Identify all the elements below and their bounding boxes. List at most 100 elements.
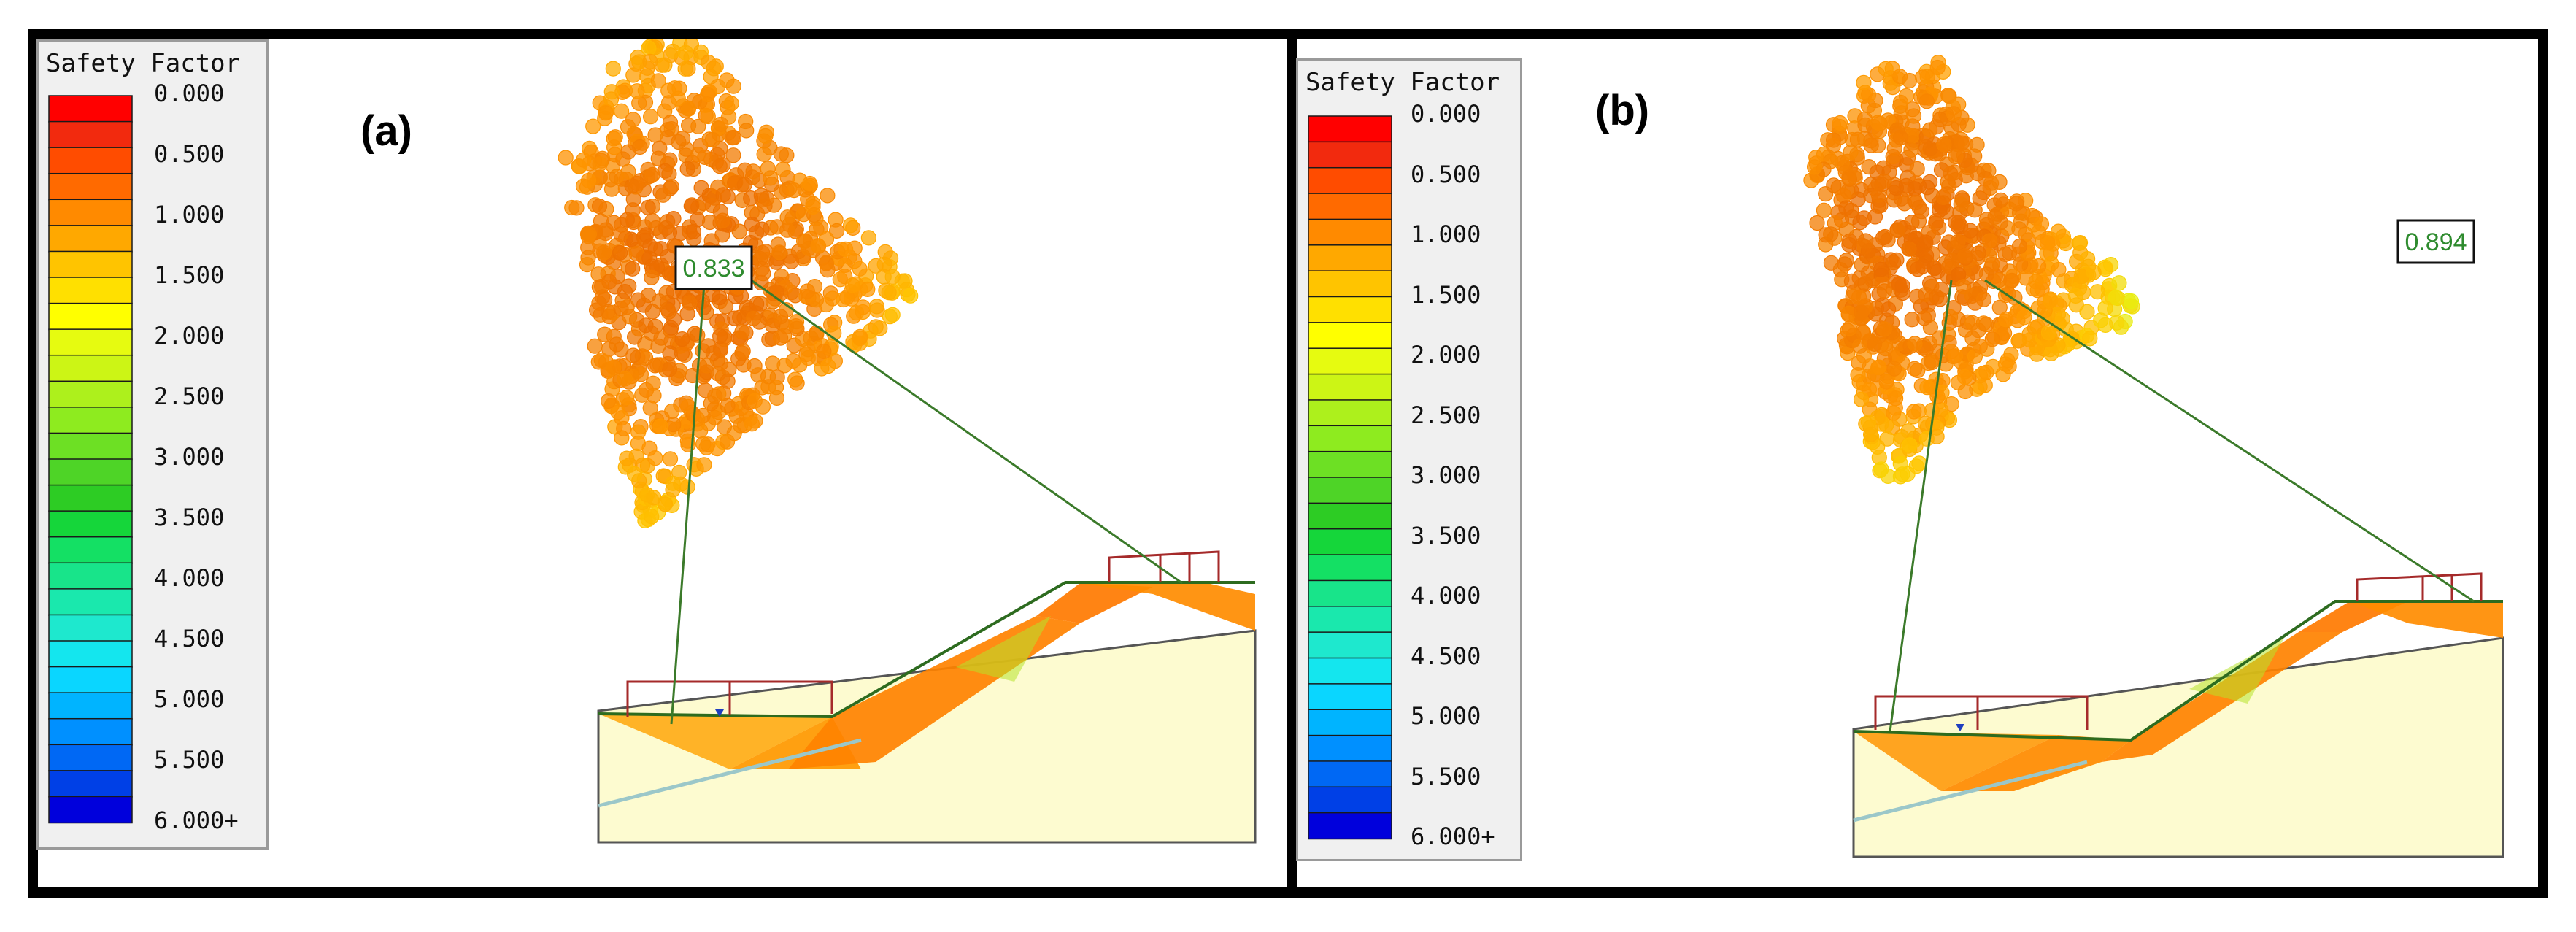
panel-b-grid-center — [1825, 137, 1841, 154]
panel-a-grid-center — [720, 398, 736, 414]
panel-b-critical-radius-line — [1984, 279, 2475, 603]
panel-a-grid-center — [642, 53, 658, 69]
panel-a-grid-center — [736, 177, 752, 193]
panel-b-grid-center — [1991, 174, 2008, 190]
legend-a-swatch — [48, 458, 133, 486]
panel-a-grid-center — [662, 115, 679, 131]
panel-a-grid-center — [658, 220, 674, 236]
panel-b-grid-center — [1953, 196, 1969, 212]
panel-a-grid-center — [745, 310, 762, 326]
panel-a-grid-center — [679, 479, 695, 495]
legend-a-label: 2.000 — [154, 322, 225, 350]
panel-b-grid-center — [2054, 311, 2070, 327]
panel-a-grid-center — [644, 166, 660, 182]
panel-b-grid-center — [2072, 235, 2089, 251]
panel-a-grid-center — [601, 393, 617, 409]
panel-a-grid-center — [682, 295, 698, 311]
panel-b-grid-center — [1901, 241, 1917, 257]
panel-a-grid-center — [714, 212, 730, 228]
panel-a-grid-center — [619, 212, 635, 228]
legend-b-swatch — [1308, 683, 1392, 711]
panel-b-diagram: 0.894 — [1803, 55, 2504, 858]
panel-b-grid-center — [1970, 245, 1986, 261]
panel-b-grid-center — [1863, 426, 1879, 443]
panel-a-critical-radius-line — [742, 273, 1183, 585]
panel-a-grid-center — [760, 161, 776, 177]
panel-b-grid-center — [1922, 141, 1938, 157]
panel-a-grid-center — [674, 331, 690, 347]
panel-a-grid-center — [680, 398, 696, 415]
panel-b-grid-center — [1919, 69, 1935, 85]
panel-a-grid-center — [704, 131, 721, 147]
panel-b-grid-center — [1851, 355, 1867, 371]
panel-a-grid-center — [647, 127, 663, 143]
panel-a-grid-center — [852, 331, 868, 347]
panel-b-grid-center — [1901, 72, 1918, 89]
legend-a-label: 1.500 — [154, 261, 225, 289]
panel-a-grid-center — [625, 347, 641, 363]
panel-b-grid-center — [1972, 190, 1988, 207]
panel-b-grid-center — [1878, 61, 1894, 77]
legend-a-label: 3.000 — [154, 443, 225, 471]
legend-b-swatch — [1308, 579, 1392, 608]
panel-a-grid-center — [725, 78, 741, 94]
panel-a-grid-center — [614, 103, 630, 119]
panel-a-grid-center — [695, 436, 712, 452]
panel-a-grid-center — [605, 61, 621, 77]
panel-a-grid-center — [685, 223, 701, 239]
legend-a-swatches — [48, 95, 133, 824]
panel-a-grid-center — [661, 166, 677, 182]
panel-b-grid-center — [1874, 275, 1890, 291]
panel-a-grid-center — [701, 54, 717, 70]
panel-a-grid-center — [612, 244, 628, 261]
panel-a-grid-center — [868, 299, 885, 315]
legend-b-swatch — [1308, 450, 1392, 479]
panel-b-grid-center — [1879, 431, 1895, 447]
panel-a-grid-center — [760, 369, 776, 385]
legend-b-swatch — [1308, 502, 1392, 530]
panel-b-grid-center — [1890, 223, 1906, 239]
legend-b-swatch — [1308, 193, 1392, 220]
panel-b-letter: (b) — [1595, 87, 1650, 134]
panel-a-grid-center — [677, 61, 693, 77]
panel-a-grid-center — [679, 161, 695, 177]
panel-b-grid-center — [1911, 455, 1927, 471]
legend-a-swatch — [48, 354, 133, 382]
panel-a-grid-center — [836, 291, 852, 308]
panel-a-grid-center — [696, 457, 712, 473]
legend-b-label: 3.500 — [1411, 521, 1481, 550]
panel-a-grid-center — [700, 108, 716, 125]
legend-a-swatch — [48, 510, 133, 538]
panel-b-grid-center — [1843, 144, 1859, 161]
panel-a-grid-center — [772, 330, 789, 346]
legend-a-label: 0.000 — [154, 80, 225, 107]
panel-b-grid-center — [1838, 253, 1854, 269]
panel-a-grid-center — [701, 214, 718, 231]
legend-a-swatch — [48, 484, 133, 512]
panel-a-grid-center — [645, 375, 661, 391]
panel-a-grid-center — [739, 123, 755, 139]
legend-b-label: 2.500 — [1411, 401, 1481, 429]
panel-a-grid-center — [837, 241, 854, 257]
panel-b-grid-center — [1929, 59, 1946, 76]
legend-b-swatch — [1308, 166, 1392, 195]
legend-a-label: 4.000 — [154, 564, 225, 592]
legend-b-title: Safety Factor — [1306, 68, 1500, 97]
panel-b-grid-center — [1897, 196, 1913, 212]
legend-a-swatch — [48, 95, 133, 123]
panel-a-grid-center — [597, 326, 613, 342]
panel-a-grid-center — [690, 411, 706, 427]
panel-a-grid-center — [771, 244, 787, 261]
panel-b-grid-center — [1855, 325, 1872, 341]
panel-b-grid-center — [1857, 111, 1873, 127]
panel-b-grid-center — [1943, 166, 1959, 182]
panel-a-grid-center — [677, 45, 694, 61]
panel-a-grid-center — [710, 78, 726, 95]
panel-a-grid-center — [641, 250, 658, 266]
panel-a-letter: (a) — [360, 107, 412, 155]
panel-a-grid-center — [666, 80, 683, 96]
panel-a-grid-center — [619, 390, 635, 406]
panel-a-grid-center — [805, 196, 821, 212]
panel-a-grid-center — [652, 418, 668, 434]
panel-a-grid-center — [820, 262, 836, 278]
